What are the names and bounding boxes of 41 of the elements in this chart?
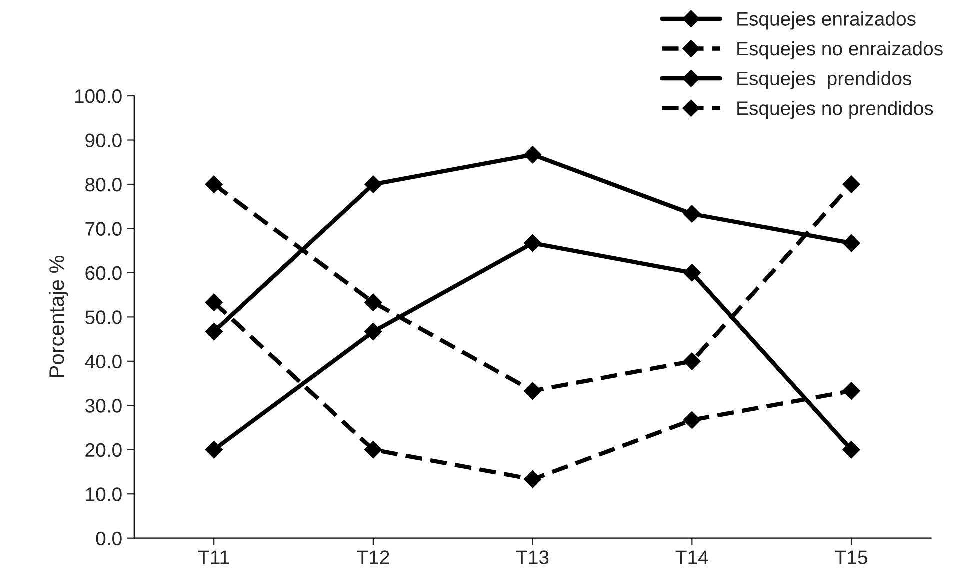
point bbox=[205, 323, 223, 340]
point bbox=[524, 234, 542, 252]
legend-label: Esquejes no enraizados bbox=[738, 41, 943, 60]
x-tick-label: T11 bbox=[198, 550, 230, 564]
x-tick-label: T15 bbox=[835, 550, 868, 564]
point bbox=[524, 146, 542, 164]
y-tick-label: 60.0 bbox=[86, 266, 122, 280]
point bbox=[683, 352, 701, 370]
point bbox=[683, 205, 701, 223]
legend-label: Esquejes prendidos bbox=[738, 71, 912, 90]
y-tick-label: 80.0 bbox=[86, 178, 122, 192]
y-tick-label: 30.0 bbox=[85, 399, 122, 413]
point bbox=[524, 470, 542, 488]
y-tick-label: 10.0 bbox=[86, 488, 122, 502]
point bbox=[683, 264, 701, 282]
point bbox=[524, 382, 542, 400]
y-tick-label: 50.0 bbox=[86, 310, 122, 324]
point bbox=[842, 234, 860, 252]
point bbox=[842, 382, 860, 400]
point bbox=[205, 441, 223, 459]
point bbox=[205, 176, 223, 194]
point bbox=[205, 294, 223, 312]
point bbox=[842, 176, 860, 194]
x-tick-label: T14 bbox=[676, 550, 708, 564]
y-tick-label: 0.0 bbox=[96, 532, 122, 546]
point bbox=[364, 323, 382, 340]
x-tick-label: T12 bbox=[357, 550, 390, 564]
point bbox=[364, 441, 382, 459]
point bbox=[364, 176, 382, 194]
y-axis-title: Porcentaje % bbox=[48, 256, 68, 378]
y-tick-label: 20.0 bbox=[86, 443, 122, 458]
x-tick-label: T13 bbox=[516, 550, 549, 564]
legend-label: Esquejes enraizados bbox=[738, 12, 916, 30]
point bbox=[683, 412, 701, 429]
point bbox=[364, 294, 382, 312]
y-tick-label: 100.0 bbox=[75, 90, 122, 104]
y-tick-label: 90.0 bbox=[86, 134, 122, 148]
point bbox=[842, 441, 860, 459]
legend-label: Esquejes no prendidos bbox=[738, 101, 934, 120]
y-tick-label: 70.0 bbox=[86, 222, 122, 236]
y-tick-label: 40.0 bbox=[85, 354, 122, 369]
